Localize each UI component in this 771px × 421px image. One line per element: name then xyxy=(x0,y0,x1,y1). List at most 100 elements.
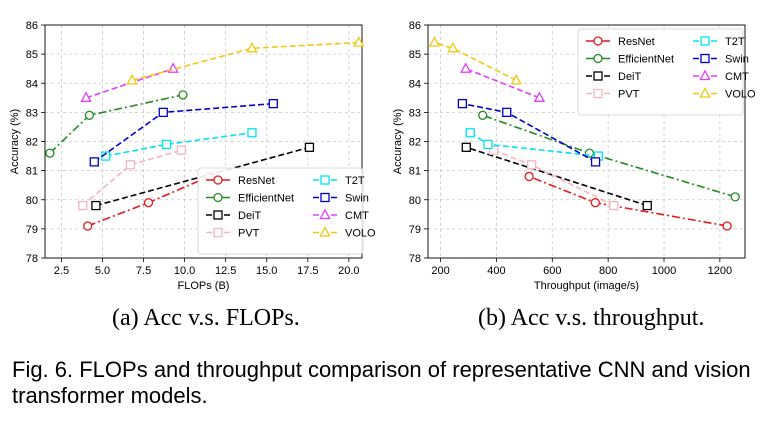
y-tick-label: 81 xyxy=(26,166,38,178)
legend-label: VOLO xyxy=(725,89,756,101)
legend-marker xyxy=(319,208,331,220)
legend-item-resnet: ResNet xyxy=(206,175,275,187)
legend-marker xyxy=(213,227,223,238)
figure-caption: Fig. 6. FLOPs and throughput comparison … xyxy=(12,357,751,408)
data-point-t2t xyxy=(483,139,493,150)
y-tick-label: 81 xyxy=(409,166,421,178)
y-tick-label: 79 xyxy=(26,224,38,236)
series-cmt xyxy=(460,62,546,102)
legend-marker xyxy=(320,175,330,185)
data-point-resnet xyxy=(722,221,732,231)
data-point-pvt xyxy=(609,200,619,211)
legend-item-swin: Swin xyxy=(693,54,749,66)
x-tick-label: 15.0 xyxy=(256,265,277,277)
chart-acc-vs-throughput: 200 400 600 800 1000 1200 78 79 80 81 82 83 84 85 86 Th… xyxy=(392,20,756,292)
legend-label: Swin xyxy=(345,193,369,205)
series-efficientnet xyxy=(45,90,188,158)
data-point-volo xyxy=(428,36,441,47)
legend-item-volo: VOLO xyxy=(693,87,756,101)
series-line-volo xyxy=(131,41,359,82)
data-point-volo xyxy=(353,36,365,47)
data-point-t2t xyxy=(465,128,475,138)
legend-label: VOLO xyxy=(345,228,376,240)
plot-frame xyxy=(427,24,746,259)
data-point-deit xyxy=(642,200,652,211)
legend-marker xyxy=(320,192,330,203)
data-point-volo xyxy=(246,41,258,53)
data-point-swin xyxy=(457,98,468,109)
y-tick-label: 85 xyxy=(409,49,421,61)
legend-marker xyxy=(593,36,603,46)
legend-marker xyxy=(213,175,223,185)
data-point-efficientnet xyxy=(584,148,595,158)
subcaption-b: (b) Acc v.s. throughput. xyxy=(478,305,705,331)
legend-marker xyxy=(593,88,603,99)
legend-marker xyxy=(593,71,603,81)
legend-label: EfficientNet xyxy=(618,54,674,66)
x-tick-label: 12.5 xyxy=(215,265,236,277)
data-point-t2t xyxy=(247,128,257,138)
legend-box xyxy=(197,167,364,255)
legend-label: DeiT xyxy=(618,71,642,83)
y-tick-label: 86 xyxy=(26,20,38,32)
y-tick-label: 85 xyxy=(26,49,38,61)
data-point-resnet xyxy=(83,221,93,231)
plot-frame xyxy=(44,24,363,259)
legend-label: T2T xyxy=(345,175,365,187)
x-tick-label: 7.5 xyxy=(136,265,151,277)
series-line-volo xyxy=(434,41,517,82)
series-swin xyxy=(89,98,278,167)
data-point-deit xyxy=(461,142,471,152)
data-point-efficientnet xyxy=(478,110,488,120)
data-point-volo xyxy=(126,73,138,85)
y-tick-label: 82 xyxy=(409,137,421,149)
legend-label: DeiT xyxy=(238,210,262,222)
series-t2t xyxy=(465,128,604,161)
series-volo xyxy=(428,36,522,85)
series-efficientnet xyxy=(478,110,740,202)
legend-marker xyxy=(699,87,711,98)
data-point-swin xyxy=(502,107,512,118)
legend-item-swin: Swin xyxy=(313,193,369,205)
data-point-cmt xyxy=(533,91,546,102)
x-tick-label: 10.0 xyxy=(174,265,195,277)
legend-item-t2t: T2T xyxy=(693,36,745,48)
legend-item-deit: DeiT xyxy=(586,71,642,83)
series-resnet xyxy=(524,171,732,231)
legend-marker xyxy=(213,192,223,203)
y-tick-label: 78 xyxy=(26,253,38,265)
series-line-cmt xyxy=(465,67,540,99)
legend-label: EfficientNet xyxy=(238,193,294,205)
data-point-efficientnet xyxy=(84,110,94,120)
x-tick-label: 1200 xyxy=(708,265,732,277)
subcaption-a: (a) Acc v.s. FLOPs. xyxy=(112,305,300,331)
legend-item-t2t: T2T xyxy=(313,175,365,187)
y-tick-label: 84 xyxy=(409,78,421,90)
legend-item-cmt: CMT xyxy=(313,208,369,222)
data-point-pvt xyxy=(488,145,499,155)
y-axis-label: Accuracy (%) xyxy=(9,109,21,174)
series-swin xyxy=(457,98,601,167)
series-pvt xyxy=(78,145,186,211)
y-tick-label: 84 xyxy=(26,78,38,90)
data-point-swin xyxy=(268,98,278,109)
legend-marker xyxy=(319,226,331,237)
x-tick-label: 20.0 xyxy=(338,265,359,277)
x-tick-label: 400 xyxy=(487,265,505,277)
data-point-swin xyxy=(590,157,601,167)
data-point-pvt xyxy=(526,160,537,170)
legend: ResNet EfficientNet DeiT PVT T2T Swin CMT VOLO xyxy=(197,167,376,255)
legend-label: Swin xyxy=(725,54,749,66)
data-point-volo xyxy=(447,41,459,53)
data-point-resnet xyxy=(524,171,534,182)
x-tick-label: 600 xyxy=(543,265,561,277)
data-point-efficientnet xyxy=(45,148,55,158)
legend-marker xyxy=(213,210,223,220)
series-line-efficientnet xyxy=(482,114,736,198)
series-pvt xyxy=(488,145,619,211)
legend-item-pvt: PVT xyxy=(586,89,640,101)
data-point-swin xyxy=(158,107,168,118)
legend-item-deit: DeiT xyxy=(206,210,262,222)
y-axis-label: Accuracy (%) xyxy=(392,109,404,174)
